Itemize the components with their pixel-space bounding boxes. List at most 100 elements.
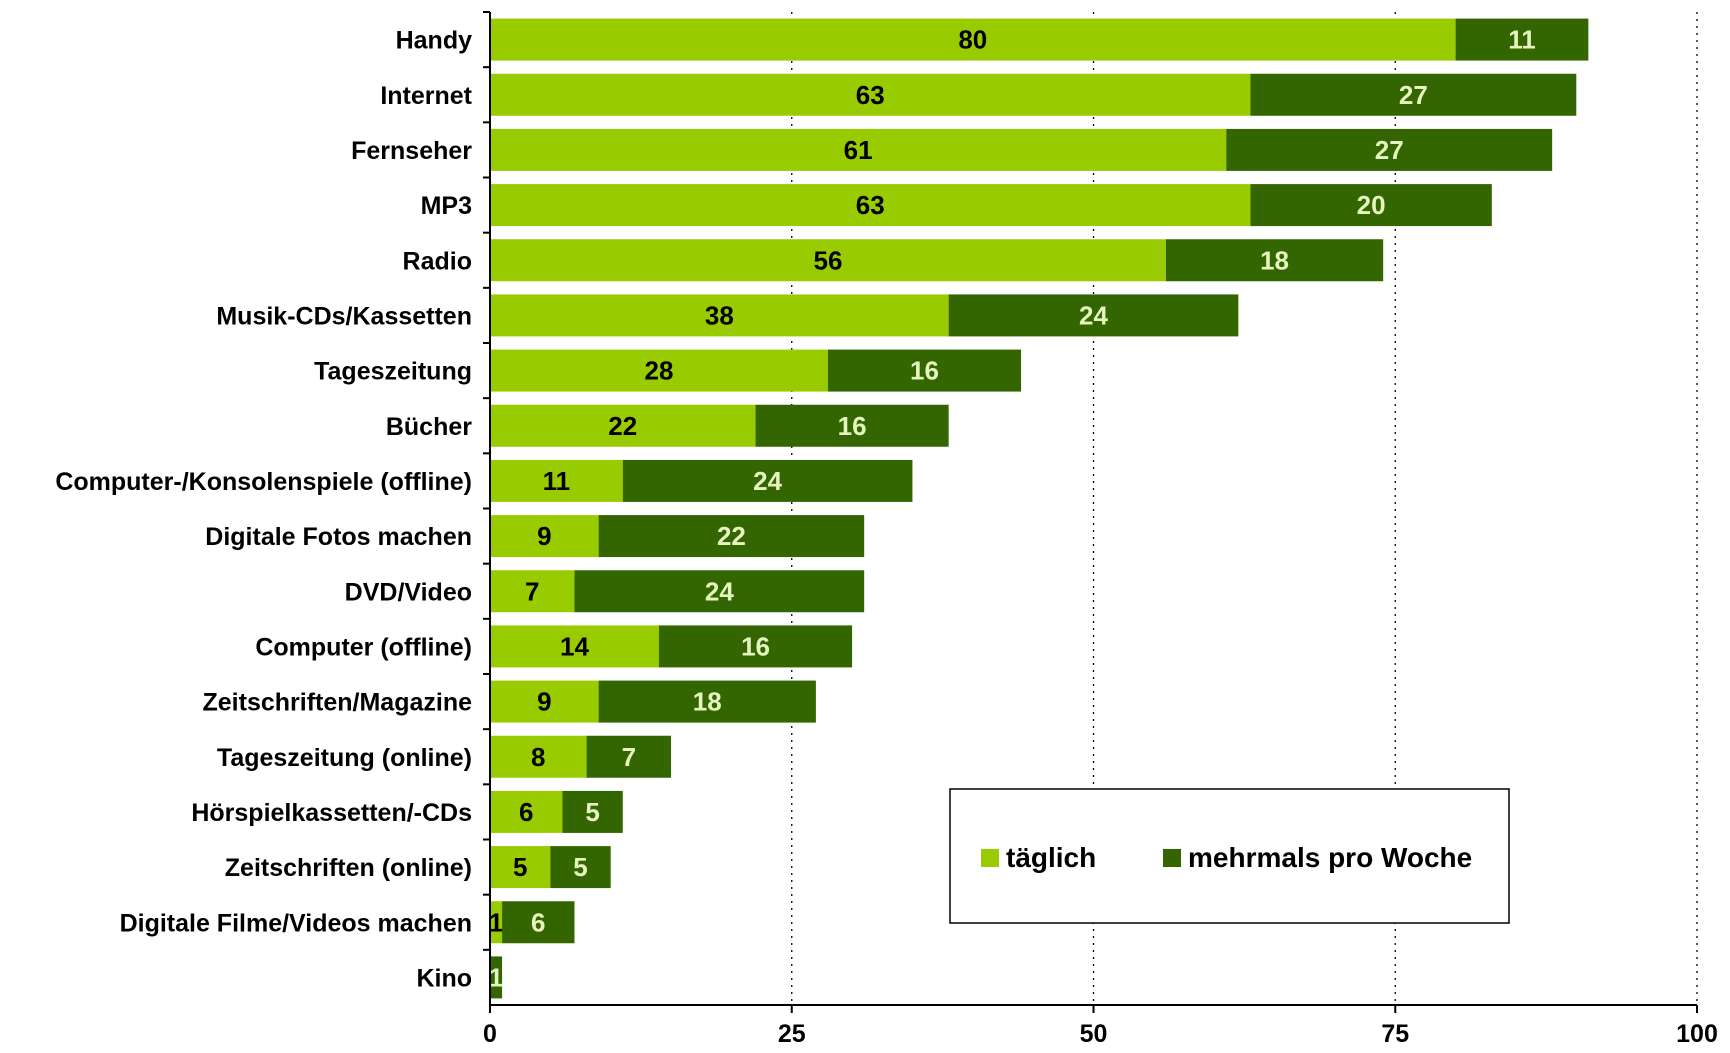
bar-tageszeitung-online-series-0 [490,735,587,778]
data-label-zeitschriften-magazine-series-0: 9 [537,687,551,717]
category-label-computer-konsolenspiele-offline: Computer-/Konsolenspiele (offline) [55,468,472,496]
data-label-kino-series-1: 1 [489,962,503,992]
data-label-bücher-series-1: 16 [838,411,867,441]
bar-kino-series-1 [490,956,503,999]
x-tick-label-75: 75 [1381,1020,1409,1048]
category-label-mp3: MP3 [421,192,472,220]
legend-label-taeglich: täglich [1006,842,1096,873]
bar-digitale-fotos-machen-series-1 [598,515,865,558]
bar-zeitschriften-online-series-0 [490,846,551,889]
category-label-dvd-video: DVD/Video [345,578,472,606]
category-label-tageszeitung-online: Tageszeitung (online) [217,744,472,772]
data-label-tageszeitung-series-0: 28 [645,356,674,386]
category-label-internet: Internet [380,82,472,110]
data-label-internet-series-0: 63 [856,80,885,110]
legend: täglich mehrmals pro Woche [949,788,1510,924]
x-tick-label-50: 50 [1080,1020,1108,1048]
bar-digitale-fotos-machen-series-0 [490,515,599,558]
axes: Handy Internet Fernseher MP3 Radio Musik-CDs/… [55,11,1718,1048]
data-label-computer-offline-series-0: 14 [560,631,589,661]
bar-zeitschriften-magazine-series-1 [598,680,816,723]
data-label-musik-cds-kassetten-series-0: 38 [705,300,734,330]
data-label-computer-konsolenspiele-offline-series-1: 24 [753,466,782,496]
x-tick-label-25: 25 [778,1020,806,1048]
category-label-zeitschriften-magazine: Zeitschriften/Magazine [203,689,473,717]
category-label-bücher: Bücher [386,413,472,441]
data-label-dvd-video-series-0: 7 [525,576,539,606]
data-label-handy-series-0: 80 [958,25,987,55]
x-tick-label-0: 0 [483,1020,497,1048]
data-label-tageszeitung-online-series-0: 8 [531,742,545,772]
bar-mp3-series-1 [1250,184,1492,227]
data-label-radio-series-1: 18 [1260,245,1289,275]
bar-musik-cds-kassetten-series-0 [490,294,949,337]
bar-computer-konsolenspiele-offline-series-1 [622,459,913,502]
legend-box [949,788,1510,924]
data-label-zeitschriften-magazine-series-1: 18 [693,687,722,717]
bar-zeitschriften-magazine-series-0 [490,680,599,723]
bar-fernseher-series-1 [1226,128,1553,171]
bar-computer-konsolenspiele-offline-series-0 [490,459,623,502]
data-label-digitale-fotos-machen-series-1: 22 [717,521,746,551]
data-label-zeitschriften-online-series-1: 5 [573,852,587,882]
bar-dvd-video-series-0 [490,570,575,613]
bar-bücher-series-0 [490,404,756,447]
data-label-fernseher-series-0: 61 [844,135,873,165]
bar-dvd-video-series-1 [574,570,865,613]
legend-swatch-mehrmals-pro-woche [1163,849,1181,867]
bar-mp3-series-0 [490,184,1251,227]
category-label-hörspielkassetten-cds: Hörspielkassetten/-CDs [191,799,472,827]
bar-handy-series-1 [1455,18,1589,61]
bar-handy-series-0 [490,18,1456,61]
data-label-internet-series-1: 27 [1399,80,1428,110]
data-label-bücher-series-0: 22 [608,411,637,441]
legend-label-mehrmals-pro-woche: mehrmals pro Woche [1188,842,1472,873]
bar-tageszeitung-series-1 [827,349,1022,392]
category-label-handy: Handy [396,27,473,55]
data-label-digitale-fotos-machen-series-0: 9 [537,521,551,551]
category-label-radio: Radio [403,247,472,275]
legend-swatch-taeglich [981,849,999,867]
data-label-mp3-series-0: 63 [856,190,885,220]
bar-bücher-series-1 [755,404,949,447]
data-label-digitale-filme-videos-machen-series-1: 6 [531,907,545,937]
category-label-musik-cds-kassetten: Musik-CDs/Kassetten [216,302,472,330]
data-label-fernseher-series-1: 27 [1375,135,1404,165]
category-label-computer-offline: Computer (offline) [255,633,472,661]
data-label-mp3-series-1: 20 [1357,190,1386,220]
bar-hörspielkassetten-cds-series-1 [562,790,623,833]
data-label-musik-cds-kassetten-series-1: 24 [1079,300,1108,330]
data-label-handy-series-1: 11 [1508,25,1536,55]
x-tick-label-100: 100 [1676,1020,1718,1048]
data-label-hörspielkassetten-cds-series-1: 5 [585,797,599,827]
bar-radio-series-1 [1165,239,1384,282]
bar-hörspielkassetten-cds-series-0 [490,790,563,833]
bar-radio-series-0 [490,239,1166,282]
category-label-kino: Kino [416,964,472,992]
bar-internet-series-1 [1250,73,1577,116]
data-label-hörspielkassetten-cds-series-0: 6 [519,797,533,827]
bar-computer-offline-series-0 [490,625,659,668]
data-label-zeitschriften-online-series-0: 5 [513,852,527,882]
category-label-tageszeitung: Tageszeitung [314,358,472,386]
bar-zeitschriften-online-series-1 [550,846,611,889]
data-label-tageszeitung-series-1: 16 [910,356,939,386]
category-label-zeitschriften-online: Zeitschriften (online) [225,854,472,882]
bar-musik-cds-kassetten-series-1 [948,294,1239,337]
bar-computer-offline-series-1 [658,625,853,668]
bar-tageszeitung-online-series-1 [586,735,672,778]
bar-digitale-filme-videos-machen-series-0 [490,901,503,944]
data-label-computer-konsolenspiele-offline-series-0: 11 [543,466,571,496]
data-label-tageszeitung-online-series-1: 7 [622,742,636,772]
category-label-digitale-fotos-machen: Digitale Fotos machen [205,523,472,551]
bar-fernseher-series-0 [490,128,1227,171]
bar-internet-series-0 [490,73,1251,116]
data-label-digitale-filme-videos-machen-series-0: 1 [489,907,503,937]
category-label-fernseher: Fernseher [351,137,472,165]
data-label-dvd-video-series-1: 24 [705,576,734,606]
data-label-computer-offline-series-1: 16 [741,631,770,661]
category-label-digitale-filme-videos-machen: Digitale Filme/Videos machen [120,909,472,937]
data-label-radio-series-0: 56 [813,245,842,275]
